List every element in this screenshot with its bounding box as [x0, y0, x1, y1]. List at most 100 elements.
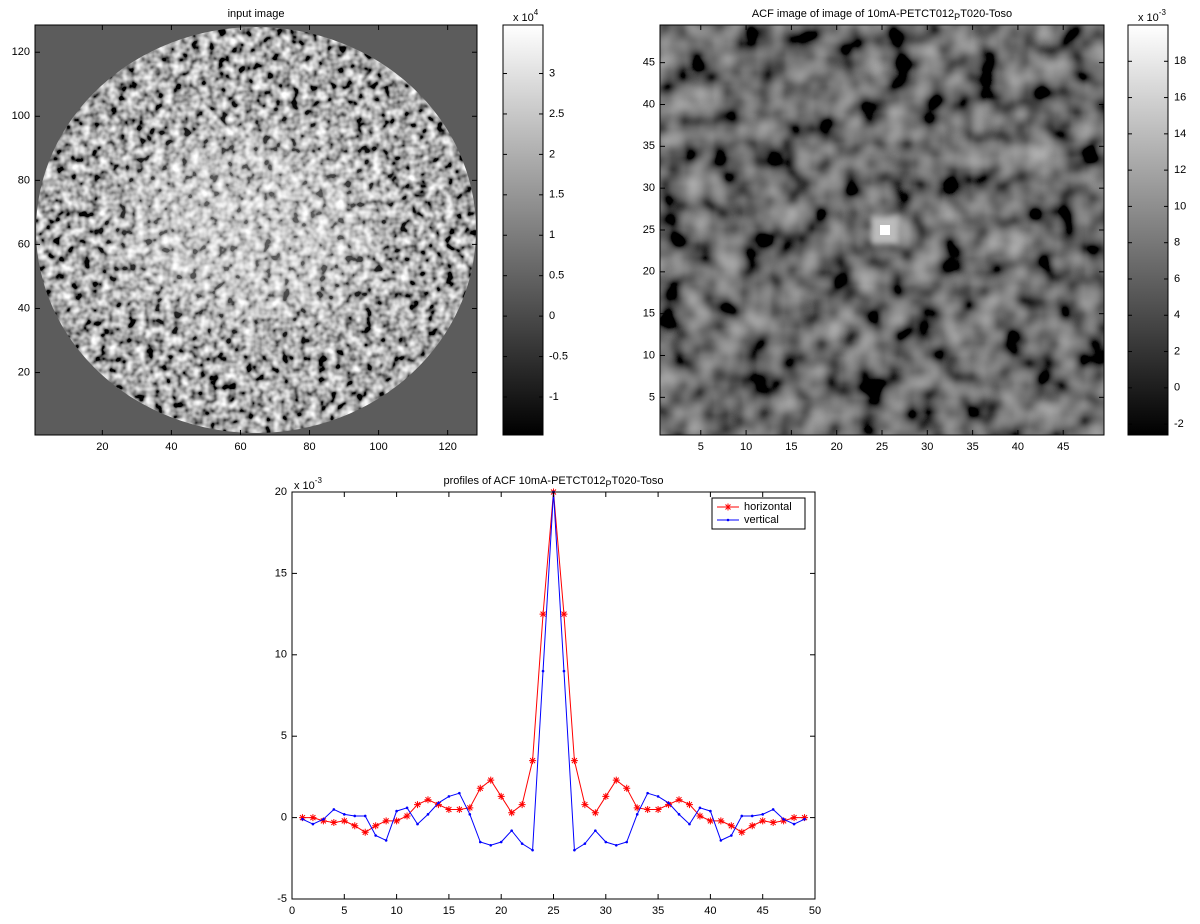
dot-marker [635, 813, 639, 816]
y-tick-label: 5 [649, 391, 655, 403]
dot-marker [667, 801, 670, 805]
star-marker [518, 801, 526, 809]
star-marker [424, 796, 432, 804]
y-tick-label: 40 [18, 302, 30, 314]
dot-marker [803, 817, 806, 821]
dot-marker [709, 809, 712, 813]
colorbar-tick-label: 2 [1174, 345, 1180, 357]
title-text: input image [228, 8, 285, 20]
dot-marker [604, 840, 608, 844]
chart-title: input image [228, 8, 285, 20]
colorbar-tick-label: 18 [1174, 55, 1186, 67]
x-tick-label: 60 [234, 441, 246, 453]
x-tick-label: 100 [369, 441, 387, 453]
star-marker [602, 792, 610, 800]
star-marker [759, 817, 767, 825]
dot-marker [489, 843, 493, 847]
star-marker [685, 801, 693, 809]
x-tick-label: 40 [165, 441, 177, 453]
x-tick-label: 5 [341, 905, 347, 917]
colorbar-tick-label: -1 [549, 391, 559, 403]
x-tick-label: 35 [966, 441, 978, 453]
star-marker [790, 814, 798, 822]
star-marker [414, 801, 422, 809]
x-tick-label: 25 [547, 905, 559, 917]
star-marker [623, 784, 631, 792]
x-tick-label: 120 [438, 441, 456, 453]
x-tick-label: 5 [698, 441, 704, 453]
star-marker [539, 610, 547, 618]
x-tick-label: 40 [704, 905, 716, 917]
dot-marker [573, 848, 576, 852]
colorbar-tick-label: 14 [1174, 128, 1186, 140]
x-tick-label: 20 [495, 905, 507, 917]
dot-marker [677, 813, 681, 816]
star-marker [330, 818, 338, 826]
y-tick-label: -5 [277, 893, 287, 905]
star-marker [738, 828, 746, 836]
dot-marker [301, 817, 304, 821]
dot-marker [719, 839, 723, 842]
colorbar-tick-label: 1.5 [549, 189, 564, 201]
x-tick-label: 80 [303, 441, 315, 453]
dot-marker [771, 808, 775, 811]
x-tick-label: 30 [600, 905, 612, 917]
x-tick-label: 20 [831, 441, 843, 453]
colorbar-tick-label: 6 [1174, 273, 1180, 285]
dot-marker [594, 829, 597, 832]
scale-exponent: 4 [534, 8, 539, 17]
colorbar-tick-label: 2.5 [549, 108, 564, 120]
y-tick-label: 10 [275, 649, 287, 661]
y-tick-label: 20 [18, 366, 30, 378]
star-marker [445, 805, 453, 813]
title-text: T020-Toso [960, 8, 1012, 20]
dot-marker [405, 806, 409, 810]
y-tick-label: 0 [281, 812, 287, 824]
star-marker [706, 817, 714, 825]
dot-marker [437, 801, 440, 805]
star-marker [382, 817, 390, 825]
colorbar-tick-label: 0 [549, 310, 555, 322]
legend-label: horizontal [744, 501, 792, 513]
star-marker [717, 817, 725, 825]
dot-marker [520, 842, 524, 845]
dot-marker [792, 822, 796, 826]
star-marker [560, 610, 568, 618]
y-tick-label: 40 [643, 98, 655, 110]
x-tick-label: 15 [443, 905, 455, 917]
x-tick-label: 35 [652, 905, 664, 917]
dot-marker [374, 834, 377, 837]
image-peak-center [880, 225, 890, 235]
star-marker [455, 805, 463, 813]
y-tick-label: 100 [12, 110, 30, 122]
colorbar-tick-label: 2 [549, 148, 555, 160]
axis-scale-label: x 10-3 [1138, 8, 1166, 24]
title-text: ACF image of image of 10mA-PETCT012 [752, 8, 954, 20]
image-core [120, 133, 380, 323]
legend-box [711, 497, 806, 530]
dot-marker [761, 813, 764, 816]
dot-marker [750, 814, 754, 818]
dot-marker [698, 806, 702, 810]
legend-marker [724, 503, 732, 511]
star-marker [727, 822, 735, 830]
star-marker [644, 805, 652, 813]
star-marker [633, 804, 641, 812]
dot-marker [656, 795, 660, 798]
y-tick-label: 35 [643, 140, 655, 152]
x-tick-label: 10 [740, 441, 752, 453]
dot-marker [447, 795, 451, 798]
star-marker [434, 801, 442, 809]
star-marker [340, 817, 348, 825]
colorbar [502, 24, 544, 436]
colorbar-tick-label: -2 [1174, 418, 1184, 430]
subplot-2: profiles of ACF 10mA-PETCT012PT020-Toso h… [275, 475, 821, 917]
subplot-0: input image -1 -0.5 0 0.5 1 1.5 2 2.5 3 20 40 60 80 10… [12, 8, 568, 453]
legend-label: vertical [744, 514, 779, 526]
colorbar-tick-label: 0.5 [549, 270, 564, 282]
scale-exponent: -3 [315, 476, 323, 485]
colorbar-tick-label: 3 [549, 67, 555, 79]
image-disc [36, 27, 476, 433]
star-marker [372, 822, 380, 830]
